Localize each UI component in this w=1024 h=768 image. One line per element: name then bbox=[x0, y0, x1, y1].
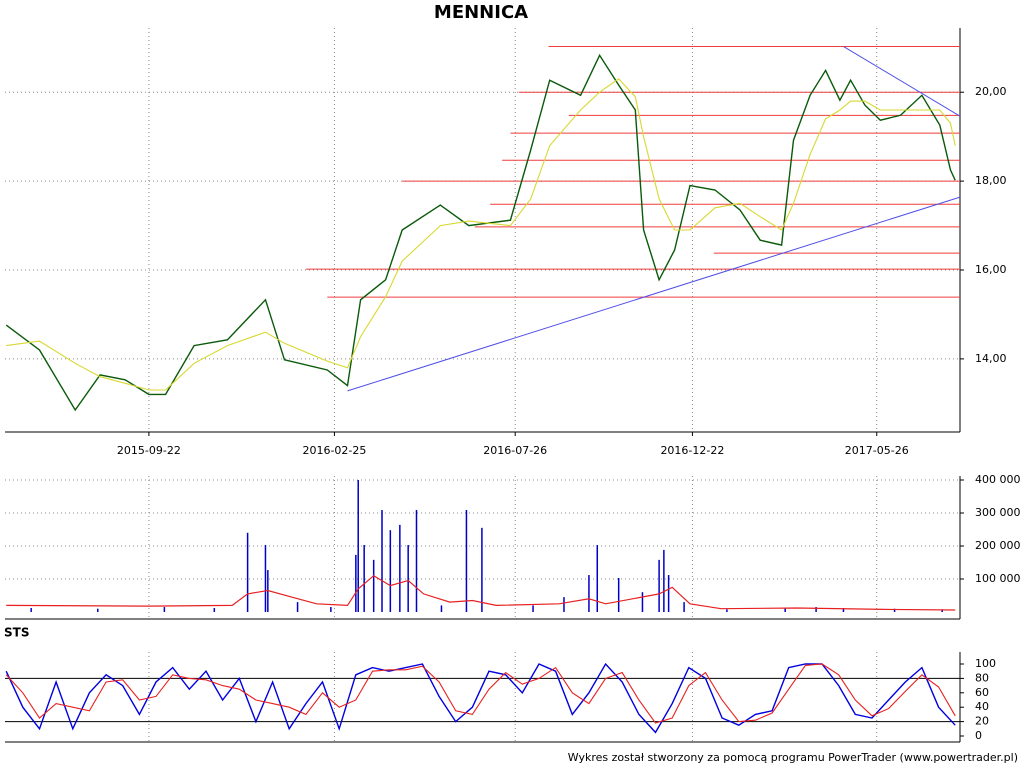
volume-bar bbox=[415, 510, 418, 612]
volume-bar bbox=[563, 597, 565, 612]
volume-bar bbox=[667, 575, 670, 612]
y-tick-label: 100 000 bbox=[975, 572, 1021, 585]
y-tick-label: 200 000 bbox=[975, 539, 1021, 552]
x-tick-label: 2016-07-26 bbox=[483, 444, 547, 457]
volume-bar bbox=[97, 608, 99, 612]
volume-bar bbox=[372, 559, 375, 612]
volume-bar bbox=[532, 605, 534, 612]
volume-bar bbox=[465, 510, 468, 612]
series-line bbox=[5, 662, 956, 734]
y-tick-label: 16,00 bbox=[975, 263, 1007, 276]
y-tick-label: 20 bbox=[975, 715, 989, 728]
volume-bar bbox=[663, 549, 665, 612]
series-line bbox=[5, 53, 956, 412]
volume-bar bbox=[641, 592, 644, 612]
x-tick-label: 2015-09-22 bbox=[117, 444, 181, 457]
volume-bar bbox=[330, 607, 332, 612]
y-tick-label: 60 bbox=[975, 686, 989, 699]
x-tick-label: 2016-02-25 bbox=[302, 444, 366, 457]
volume-bar bbox=[296, 602, 299, 612]
x-tick-label: 2017-05-26 bbox=[845, 444, 909, 457]
volume-bar bbox=[363, 545, 365, 612]
y-tick-label: 40 bbox=[975, 700, 989, 713]
volume-bar bbox=[893, 608, 896, 612]
volume-bar bbox=[596, 545, 599, 612]
volume-bar bbox=[246, 532, 249, 612]
chart-title: MENNICA bbox=[434, 2, 528, 23]
volume-bar bbox=[213, 608, 216, 612]
y-tick-label: 80 bbox=[975, 671, 989, 684]
volume-bar bbox=[842, 608, 845, 612]
y-tick-label: 18,00 bbox=[975, 174, 1007, 187]
volume-bar bbox=[355, 554, 357, 612]
x-tick-label: 2016-12-22 bbox=[660, 444, 724, 457]
trend-line bbox=[843, 45, 961, 117]
volume-bar bbox=[658, 559, 660, 612]
volume-bar bbox=[163, 607, 166, 612]
volume-bar bbox=[389, 530, 392, 612]
series-line bbox=[5, 663, 956, 724]
volume-bar bbox=[784, 608, 786, 612]
series-line bbox=[6, 78, 956, 391]
volume-bar bbox=[407, 545, 409, 612]
volume-bar bbox=[381, 510, 383, 612]
volume-bar bbox=[815, 607, 817, 612]
volume-bar bbox=[683, 602, 685, 612]
volume-bar bbox=[726, 609, 728, 612]
y-tick-label: 400 000 bbox=[975, 473, 1021, 486]
y-tick-label: 300 000 bbox=[975, 506, 1021, 519]
volume-bar bbox=[264, 545, 267, 612]
volume-bar bbox=[440, 605, 443, 612]
y-tick-label: 14,00 bbox=[975, 352, 1007, 365]
footer: Wykres został stworzony za pomocą progra… bbox=[568, 751, 1018, 764]
volume-bar bbox=[357, 480, 359, 612]
volume-bar bbox=[588, 575, 590, 612]
panel-title: STS bbox=[4, 626, 29, 640]
volume-bar bbox=[481, 527, 483, 612]
volume-bar bbox=[617, 578, 620, 612]
volume-bar bbox=[941, 609, 943, 612]
y-tick-label: 20,00 bbox=[975, 85, 1007, 98]
volume-bar bbox=[30, 608, 32, 612]
volume-bar bbox=[399, 524, 401, 612]
y-tick-label: 100 bbox=[975, 657, 996, 670]
trend-line bbox=[347, 196, 961, 392]
average-line bbox=[6, 574, 956, 611]
y-tick-label: 0 bbox=[975, 729, 982, 742]
